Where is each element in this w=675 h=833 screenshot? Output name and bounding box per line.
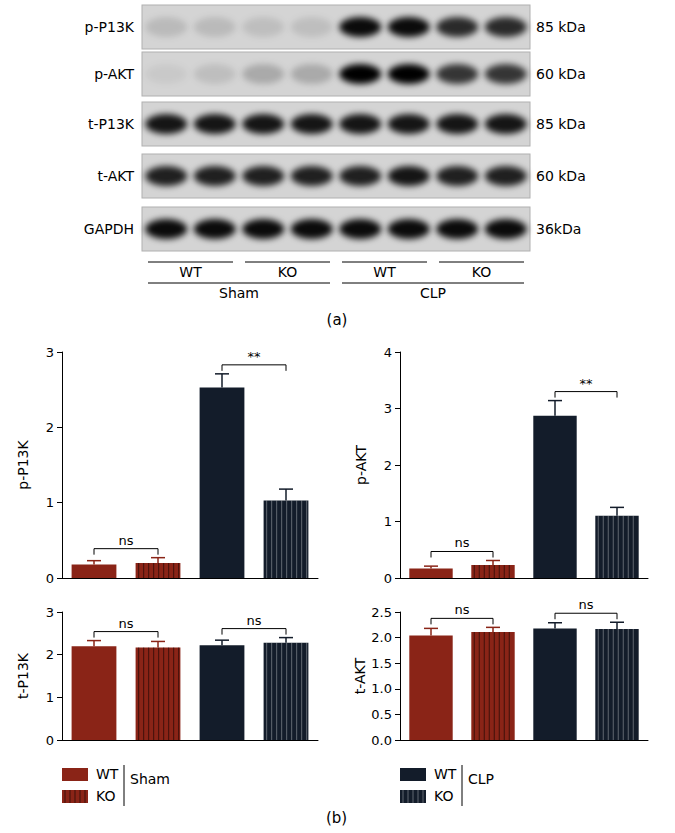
- svg-text:36kDa: 36kDa: [536, 221, 581, 237]
- svg-text:1: 1: [46, 495, 54, 510]
- svg-text:2.0: 2.0: [371, 630, 392, 645]
- svg-text:0.5: 0.5: [371, 707, 392, 722]
- svg-text:0.0: 0.0: [371, 733, 392, 748]
- svg-text:p-P13K: p-P13K: [15, 440, 31, 490]
- svg-text:KO: KO: [472, 264, 491, 280]
- svg-text:0: 0: [384, 571, 392, 586]
- svg-text:2.5: 2.5: [371, 605, 392, 620]
- svg-text:3: 3: [46, 605, 54, 620]
- svg-text:ns: ns: [118, 616, 133, 631]
- svg-text:p-AKT: p-AKT: [94, 66, 134, 82]
- svg-text:(b): (b): [326, 809, 347, 827]
- svg-text:3: 3: [384, 401, 392, 416]
- svg-text:KO: KO: [96, 788, 115, 804]
- svg-text:**: **: [580, 376, 594, 391]
- svg-text:4: 4: [384, 345, 392, 360]
- svg-text:t-P13K: t-P13K: [88, 116, 135, 132]
- svg-text:3: 3: [46, 345, 54, 360]
- svg-text:**: **: [248, 349, 262, 364]
- svg-text:WT: WT: [434, 766, 457, 782]
- svg-text:t-AKT: t-AKT: [352, 657, 368, 694]
- svg-text:ns: ns: [118, 533, 133, 548]
- svg-text:1: 1: [384, 514, 392, 529]
- svg-text:p-AKT: p-AKT: [353, 445, 369, 485]
- svg-text:GAPDH: GAPDH: [84, 221, 134, 237]
- svg-text:CLP: CLP: [468, 771, 494, 787]
- svg-text:WT: WT: [373, 264, 396, 280]
- svg-text:1.0: 1.0: [371, 681, 392, 696]
- svg-text:1: 1: [46, 690, 54, 705]
- svg-text:ns: ns: [454, 535, 469, 550]
- svg-text:Sham: Sham: [130, 771, 170, 787]
- svg-text:KO: KO: [434, 788, 453, 804]
- svg-text:1.5: 1.5: [371, 656, 392, 671]
- svg-text:p-P13K: p-P13K: [85, 19, 135, 35]
- svg-text:2: 2: [46, 420, 54, 435]
- svg-text:85 kDa: 85 kDa: [536, 116, 586, 132]
- svg-text:(a): (a): [327, 311, 348, 329]
- svg-text:ns: ns: [578, 597, 593, 612]
- svg-text:60 kDa: 60 kDa: [536, 168, 586, 184]
- svg-text:2: 2: [384, 458, 392, 473]
- svg-text:t-P13K: t-P13K: [15, 652, 31, 699]
- svg-text:60 kDa: 60 kDa: [536, 66, 586, 82]
- svg-text:WT: WT: [96, 766, 119, 782]
- svg-text:Sham: Sham: [219, 285, 259, 301]
- svg-text:WT: WT: [179, 264, 202, 280]
- svg-text:2: 2: [46, 647, 54, 662]
- svg-text:0: 0: [46, 571, 54, 586]
- svg-text:KO: KO: [278, 264, 297, 280]
- svg-text:t-AKT: t-AKT: [98, 168, 135, 184]
- svg-text:85 kDa: 85 kDa: [536, 19, 586, 35]
- svg-text:CLP: CLP: [420, 285, 446, 301]
- svg-text:ns: ns: [454, 602, 469, 617]
- svg-text:ns: ns: [246, 613, 261, 628]
- svg-text:0: 0: [46, 733, 54, 748]
